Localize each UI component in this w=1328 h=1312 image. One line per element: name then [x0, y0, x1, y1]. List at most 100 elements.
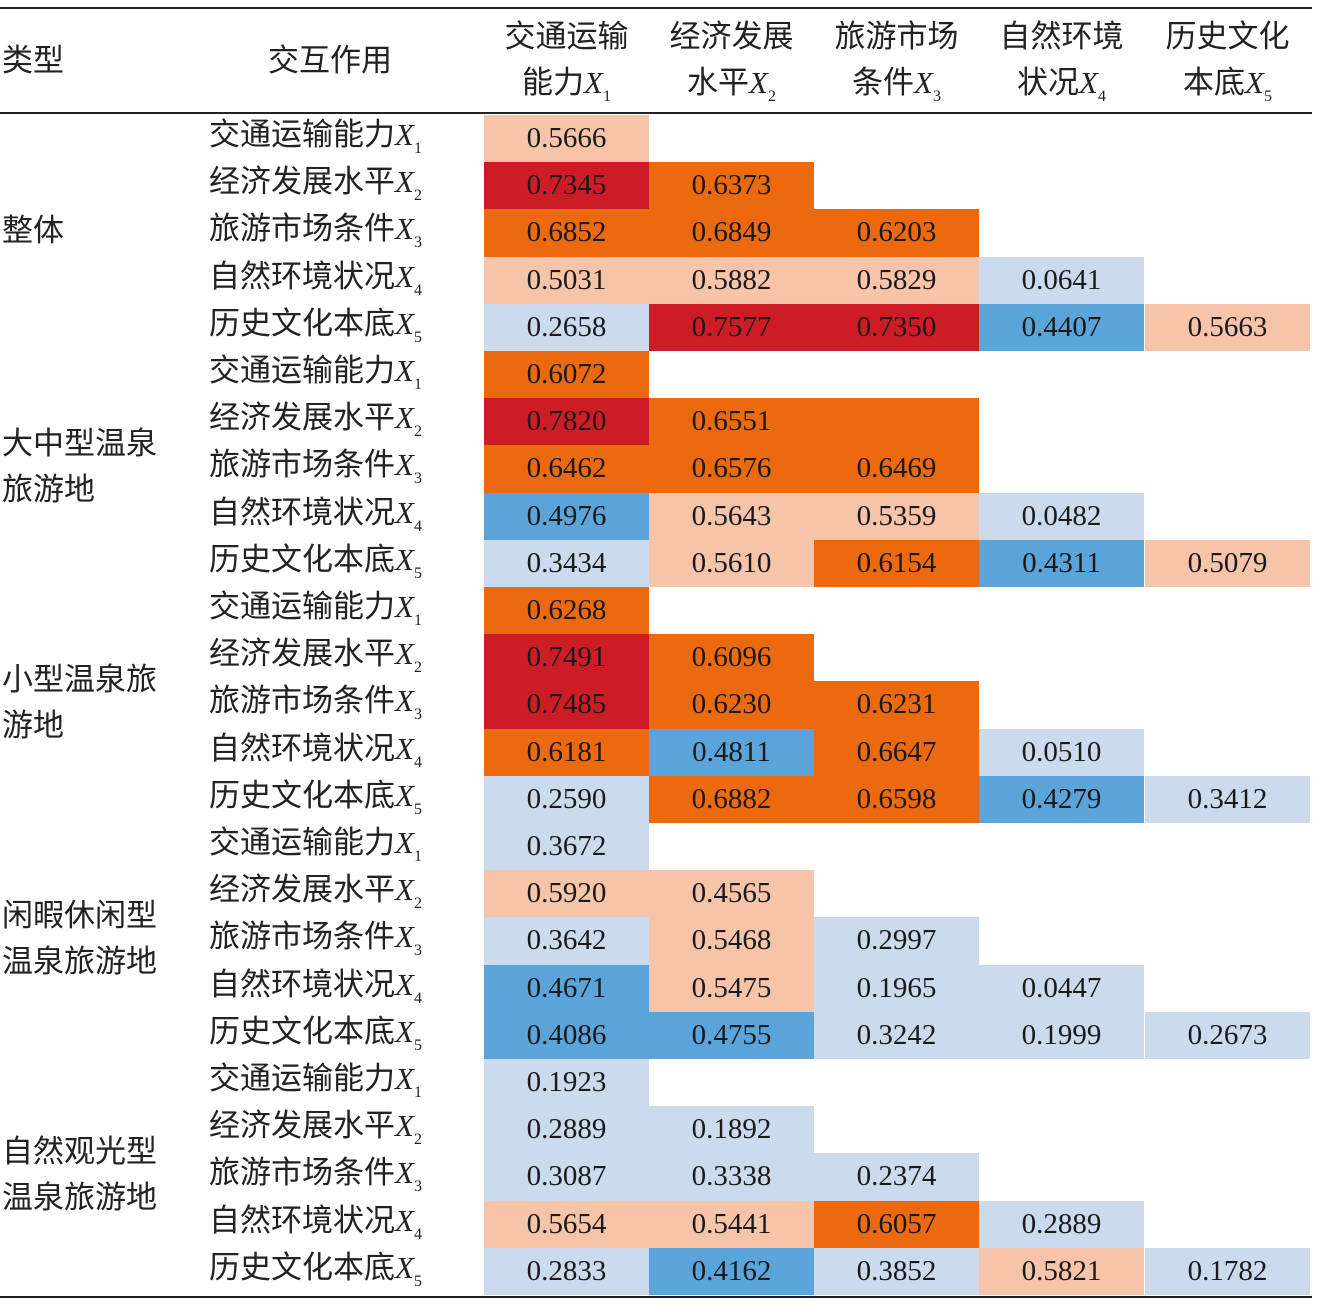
row-label-name: 自然环境状况	[209, 730, 395, 767]
heatmap-cell: 0.6268	[484, 587, 649, 635]
heatmap-cell: 0.1923	[484, 1059, 649, 1107]
heatmap-cell: 0.7485	[484, 681, 649, 730]
row-label: 旅游市场条件X3	[209, 1149, 422, 1210]
bottom-rule	[0, 1296, 1312, 1298]
row-label-var: X4	[395, 1202, 422, 1243]
heatmap-cell: 0.2833	[484, 1247, 649, 1296]
column-header-subscript: 3	[932, 88, 941, 105]
row-label-subscript: 4	[413, 281, 422, 299]
row-label-subscript: 5	[413, 564, 422, 582]
column-header-line2: 状况X4	[979, 60, 1144, 120]
row-label-subscript: 2	[413, 423, 422, 441]
heatmap-cell: 0.5882	[649, 256, 814, 305]
heatmap-cell: 0.5610	[649, 539, 814, 588]
row-label-name: 交通运输能力	[209, 353, 395, 389]
heatmap-cell: 0.3852	[814, 1247, 979, 1296]
column-header-name: 条件	[852, 65, 915, 101]
heatmap-cell: 0.4311	[979, 539, 1144, 588]
row-label-name: 旅游市场条件	[209, 683, 395, 720]
row-label-var: X3	[395, 1155, 422, 1196]
column-header-name: 状况	[1017, 65, 1080, 101]
row-label-subscript: 1	[413, 1084, 422, 1101]
row-label: 历史文化本底X5	[209, 300, 422, 361]
row-label-subscript: 3	[413, 706, 422, 724]
row-label-var: X1	[395, 117, 422, 157]
row-label: 历史文化本底X5	[209, 1244, 422, 1305]
column-header-line2: 能力X1	[484, 60, 649, 120]
heatmap-cell: 0.4279	[979, 775, 1144, 824]
row-label-var: X2	[395, 400, 422, 441]
column-header-name: 能力	[522, 65, 585, 101]
heatmap-cell: 0.1965	[814, 964, 979, 1013]
group-label-line: 大中型温泉	[2, 426, 157, 462]
column-header-subscript: 2	[767, 88, 776, 105]
heatmap-cell: 0.3087	[484, 1153, 649, 1202]
heatmap-cell: 0.3338	[649, 1153, 814, 1202]
heatmap-cell: 0.0641	[979, 256, 1144, 305]
heatmap-cell: 0.3672	[484, 823, 649, 871]
row-label: 自然环境状况X4	[209, 253, 422, 314]
row-label-var: X2	[395, 872, 422, 913]
column-header-var: X5	[1245, 65, 1272, 105]
heatmap-cell: 0.1782	[1145, 1247, 1310, 1296]
column-header-line1: 经济发展	[669, 19, 794, 55]
heatmap-cell: 0.6231	[814, 681, 979, 730]
heatmap-cell: 0.3412	[1145, 775, 1310, 824]
row-label: 交通运输能力X1	[209, 583, 422, 644]
row-label-name: 经济发展水平	[209, 1108, 395, 1145]
row-label-name: 历史文化本底	[209, 777, 395, 814]
row-label-name: 交通运输能力	[209, 117, 395, 153]
row-label-subscript: 3	[413, 470, 422, 488]
group-label-2: 大中型温泉 旅游地	[2, 421, 157, 513]
heatmap-cell: 0.6469	[814, 445, 979, 494]
group-label-line: 闲暇休闲型	[2, 898, 157, 934]
group-label-5: 自然观光型 温泉旅游地	[2, 1129, 157, 1221]
row-label-name: 旅游市场条件	[209, 919, 395, 956]
heatmap-cell: 0.2997	[814, 917, 979, 966]
heatmap-cell: 0.5468	[649, 917, 814, 966]
column-header-subscript: 4	[1097, 88, 1106, 105]
column-header-line2: 水平X2	[649, 60, 814, 120]
heatmap-cell: 0.0482	[979, 492, 1144, 541]
row-label-var: X1	[395, 1061, 422, 1101]
row-label-var: X3	[395, 211, 422, 252]
group-label-line: 温泉旅游地	[2, 944, 157, 980]
heatmap-cell: 0.6096	[649, 634, 814, 682]
column-header-var: X4	[1079, 65, 1106, 105]
heatmap-cell: 0.1892	[649, 1106, 814, 1154]
row-label-subscript: 3	[413, 1178, 422, 1196]
row-label: 经济发展水平X2	[209, 630, 422, 691]
heatmap-cell: 0.6598	[814, 775, 979, 824]
column-header-line1: 交通运输	[504, 19, 629, 55]
row-label-subscript: 4	[413, 989, 422, 1007]
row-label-var: X2	[395, 164, 422, 205]
heatmap-cell: 0.4976	[484, 492, 649, 541]
row-label-var: X2	[395, 636, 422, 677]
heatmap-cell: 0.6882	[649, 775, 814, 824]
group-label-line: 整体	[2, 213, 64, 249]
heatmap-cell: 0.7820	[484, 398, 649, 446]
heatmap-cell: 0.3642	[484, 917, 649, 966]
column-header-line1: 自然环境	[999, 19, 1124, 55]
heatmap-cell: 0.4162	[649, 1247, 814, 1296]
column-header-line1: 历史文化	[1165, 19, 1290, 55]
row-label: 自然环境状况X4	[209, 725, 422, 786]
row-label-name: 经济发展水平	[209, 872, 395, 909]
group-label-line: 自然观光型	[2, 1134, 157, 1170]
column-header-5: 历史文化 本底X5	[1145, 14, 1310, 120]
row-label-var: X2	[395, 1108, 422, 1149]
heatmap-cell: 0.5666	[484, 115, 649, 163]
column-header-var: X1	[584, 65, 611, 105]
column-header-2: 经济发展水平X2	[649, 14, 814, 120]
row-label-var: X4	[395, 966, 422, 1007]
row-label-name: 经济发展水平	[209, 636, 395, 673]
heatmap-cell: 0.2374	[814, 1153, 979, 1202]
row-label-subscript: 1	[413, 848, 422, 865]
heatmap-cell: 0.5654	[484, 1200, 649, 1249]
top-rule	[0, 7, 1312, 9]
heatmap-cell: 0.5475	[649, 964, 814, 1013]
row-label-name: 自然环境状况	[209, 966, 395, 1003]
heatmap-cell: 0.5643	[649, 492, 814, 541]
row-label: 交通运输能力X1	[209, 819, 422, 880]
row-label: 历史文化本底X5	[209, 1008, 422, 1069]
